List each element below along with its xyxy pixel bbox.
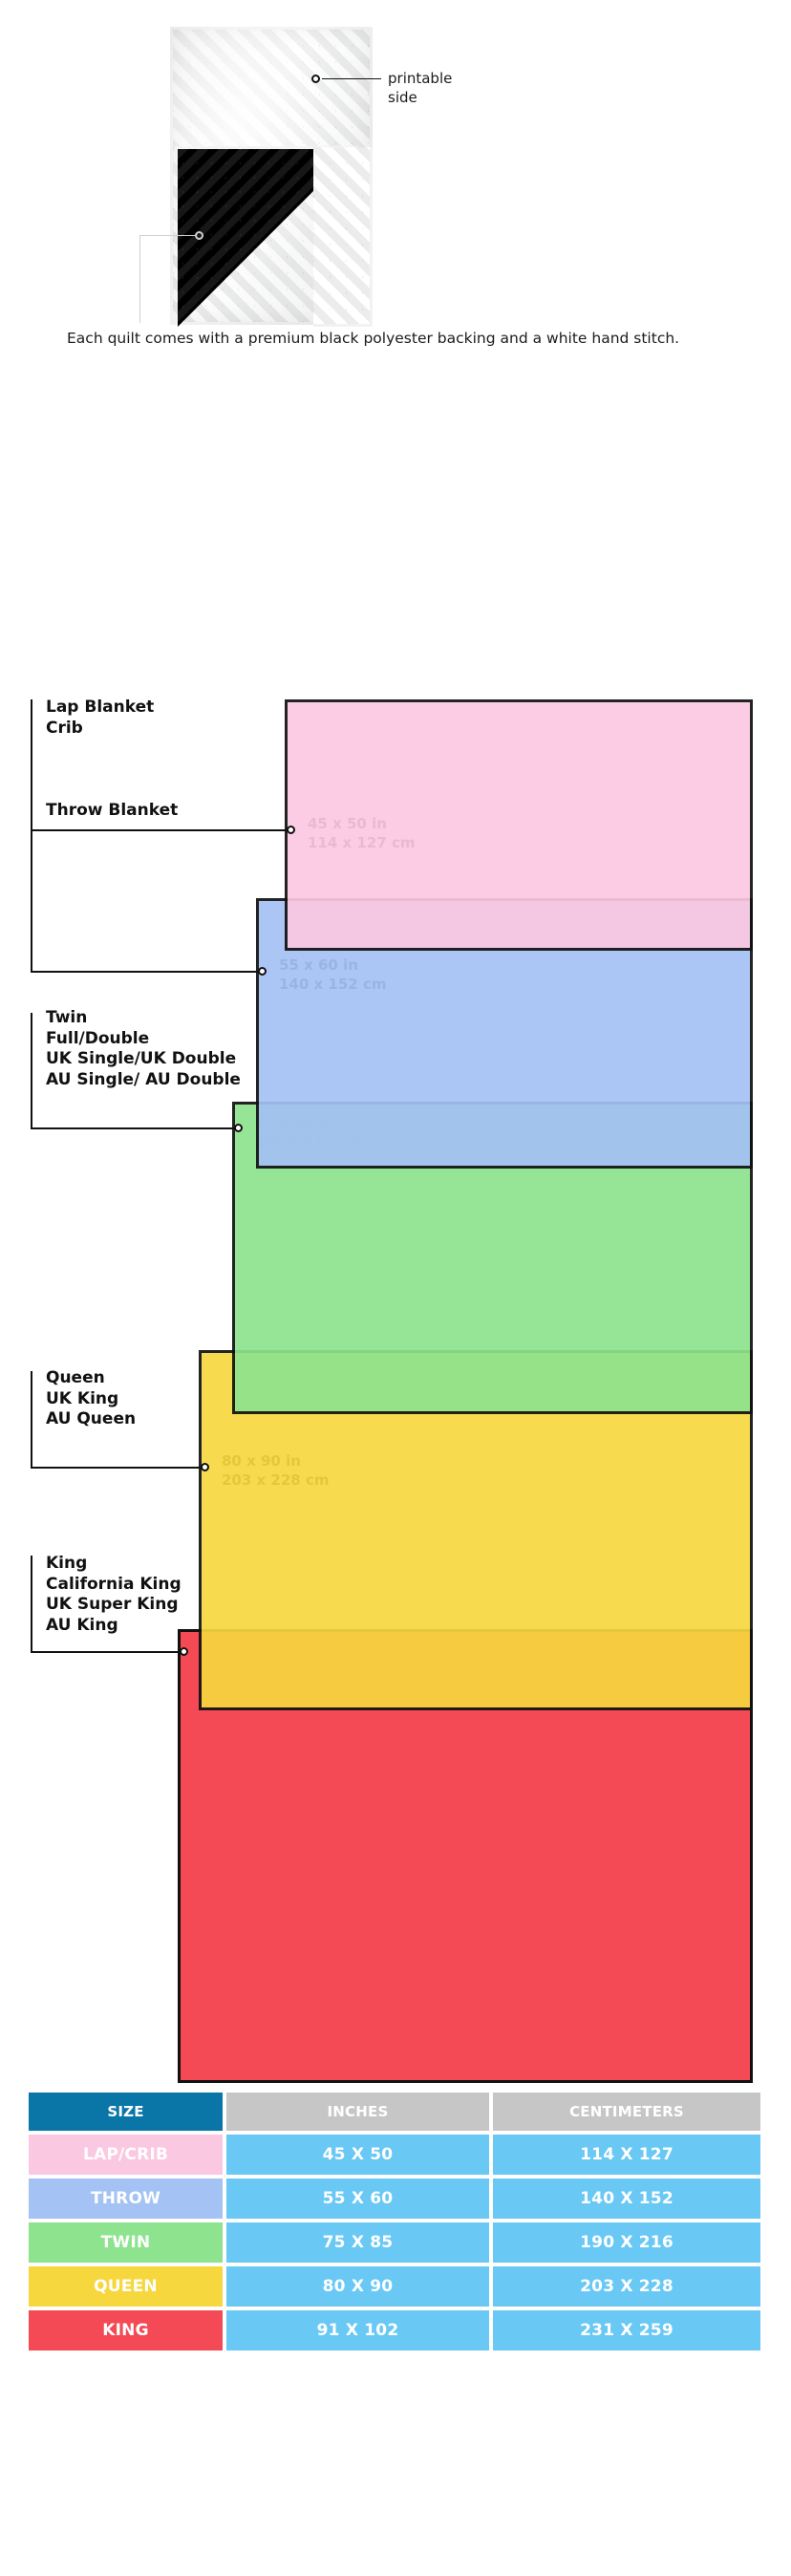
quilt-front-right-strip (313, 147, 373, 327)
table-cell-centimeters: 140 X 152 (493, 2179, 760, 2219)
printable-side-dot (311, 75, 320, 83)
table-row: KING 91 X 102 231 X 259 (29, 2310, 760, 2351)
table-cell-size: LAP/CRIB (29, 2135, 223, 2175)
table-header-inches: INCHES (226, 2093, 489, 2131)
group-label-throw: Throw Blanket (46, 801, 179, 820)
bracket-lap-crib (31, 699, 290, 831)
table-cell-size: THROW (29, 2179, 223, 2219)
size-rect-lap-crib-shape (285, 699, 753, 951)
group-label-lap-crib: Lap Blanket Crib (46, 698, 155, 738)
callout-dot-king (180, 1647, 188, 1656)
table-cell-inches: 45 X 50 (226, 2135, 489, 2175)
table-cell-centimeters: 203 X 228 (493, 2266, 760, 2307)
printable-side-leader-line (322, 78, 381, 79)
group-label-queen: Queen UK King AU Queen (46, 1368, 137, 1428)
table-header-size: SIZE (29, 2093, 223, 2131)
table-header-centimeters: CENTIMETERS (493, 2093, 760, 2131)
size-comparison-diagram: Lap Blanket Crib 45 x 50 in 114 x 127 cm… (0, 382, 791, 2093)
table-cell-centimeters: 114 X 127 (493, 2135, 760, 2175)
table-cell-inches: 80 X 90 (226, 2266, 489, 2307)
bracket-twin (31, 1013, 238, 1129)
callout-dot-twin (234, 1124, 243, 1132)
table-cell-centimeters: 190 X 216 (493, 2222, 760, 2263)
group-label-king: King California King UK Super King AU Ki… (46, 1554, 182, 1635)
bracket-queen-lines (31, 1371, 204, 1469)
table-cell-centimeters: 231 X 259 (493, 2310, 760, 2351)
callout-dot-lap-crib (287, 826, 295, 834)
bracket-king (31, 1556, 183, 1653)
table-cell-inches: 91 X 102 (226, 2310, 489, 2351)
table-header-row: SIZE INCHES CENTIMETERS (29, 2093, 760, 2131)
bracket-throw (31, 803, 262, 973)
group-label-twin: Twin Full/Double UK Single/UK Double AU … (46, 1008, 241, 1089)
quilt-illustration-section: printable side Each quilt comes with a p… (0, 0, 791, 382)
table-cell-size: QUEEN (29, 2266, 223, 2307)
backing-leader-line-horizontal (139, 235, 197, 236)
callout-dot-throw (258, 967, 267, 976)
backing-leader-line-vertical (139, 235, 140, 323)
callout-dot-queen (201, 1463, 209, 1471)
size-table: SIZE INCHES CENTIMETERS LAP/CRIB 45 X 50… (29, 2093, 760, 2354)
table-row: QUEEN 80 X 90 203 X 228 (29, 2266, 760, 2307)
table-cell-inches: 55 X 60 (226, 2179, 489, 2219)
table-cell-size: KING (29, 2310, 223, 2351)
quilt-image (170, 27, 373, 327)
table-cell-size: TWIN (29, 2222, 223, 2263)
table-row: THROW 55 X 60 140 X 152 (29, 2179, 760, 2219)
table-cell-inches: 75 X 85 (226, 2222, 489, 2263)
quilt-caption: Each quilt comes with a premium black po… (67, 330, 680, 347)
printable-side-label: printable side (388, 70, 453, 106)
table-row: TWIN 75 X 85 190 X 216 (29, 2222, 760, 2263)
table-row: LAP/CRIB 45 X 50 114 X 127 (29, 2135, 760, 2175)
